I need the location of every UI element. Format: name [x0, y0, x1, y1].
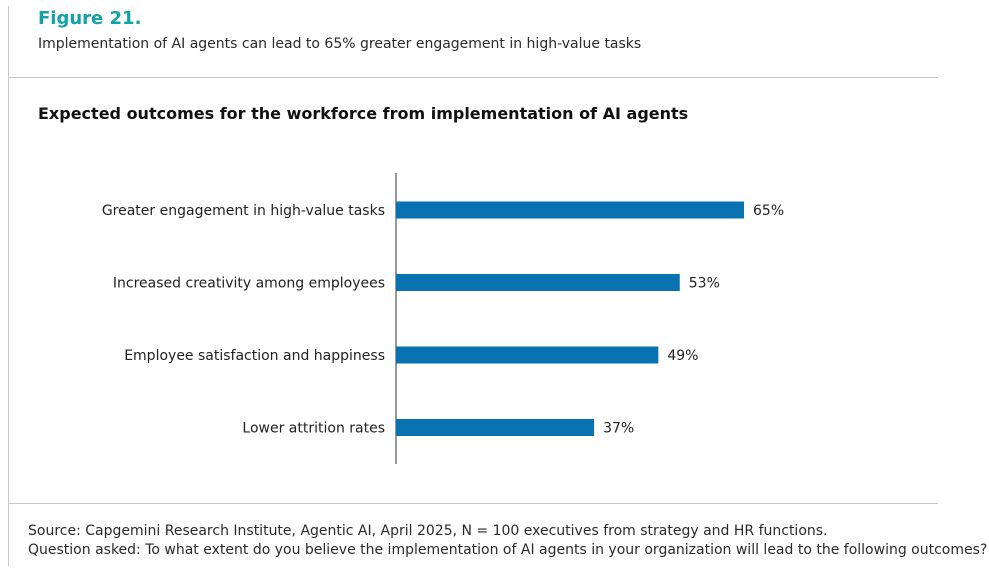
top-divider: [8, 77, 938, 78]
bar: [396, 201, 744, 219]
figure-caption: Implementation of AI agents can lead to …: [38, 36, 642, 52]
left-divider-line: [8, 6, 9, 566]
bottom-divider: [8, 503, 938, 504]
bar: [396, 419, 595, 436]
bar: [396, 346, 659, 364]
source-text: Source: Capgemini Research Institute, Ag…: [28, 523, 828, 539]
figure-label: Figure 21.: [38, 8, 142, 29]
category-label: Increased creativity among employees: [113, 276, 385, 292]
question-text: Question asked: To what extent do you be…: [28, 542, 988, 558]
source-note: Source: Capgemini Research Institute, Ag…: [28, 522, 987, 560]
bar: [396, 274, 680, 291]
bar-chart: Greater engagement in high-value tasks 65…: [102, 173, 784, 464]
value-label: 53%: [689, 276, 720, 292]
category-label: Greater engagement in high-value tasks: [102, 203, 385, 219]
category-label: Employee satisfaction and happiness: [124, 348, 385, 364]
category-label: Lower attrition rates: [242, 421, 385, 437]
chart-title: Expected outcomes for the workforce from…: [38, 104, 689, 123]
value-label: 37%: [603, 421, 634, 437]
value-label: 65%: [753, 203, 784, 219]
value-label: 49%: [667, 348, 698, 364]
